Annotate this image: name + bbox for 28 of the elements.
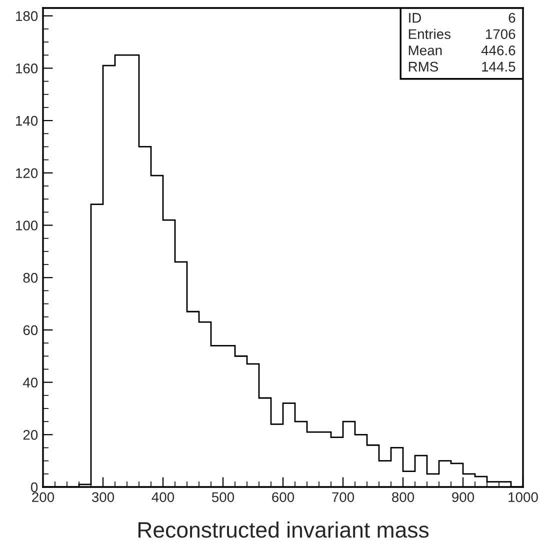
x-tick-label: 400 — [152, 492, 174, 502]
x-tick-label: 1000 — [508, 492, 538, 502]
x-tick-label: 800 — [392, 492, 414, 502]
x-axis-title: Reconstructed invariant mass — [138, 521, 429, 538]
x-tick-label: 300 — [92, 492, 114, 502]
annotation: RMS — [408, 62, 438, 72]
annotation: 144.5 — [482, 62, 516, 72]
y-tick-label: 100 — [16, 220, 38, 230]
y-tick-label: 40 — [23, 378, 38, 388]
annotation: Mean — [408, 46, 442, 56]
y-tick-label: 140 — [16, 116, 38, 126]
x-tick-label: 900 — [452, 492, 474, 502]
annotation: ID — [409, 13, 422, 23]
y-tick-label: 160 — [16, 64, 38, 74]
y-tick-label: 0 — [30, 482, 38, 492]
x-tick-label: 600 — [272, 492, 294, 502]
x-tick-label: 500 — [212, 492, 234, 502]
y-tick-label: 20 — [23, 430, 38, 440]
annotation: 446.6 — [481, 45, 516, 56]
annotation: 6 — [508, 12, 516, 23]
y-tick-label: 60 — [23, 325, 38, 336]
y-tick-label: 80 — [23, 272, 38, 283]
annotation: 1706 — [486, 29, 516, 40]
y-tick-label: 180 — [16, 11, 38, 22]
x-tick-label: 700 — [332, 492, 354, 502]
annotation: Entries — [408, 28, 451, 40]
x-tick-label: 200 — [32, 492, 54, 502]
y-tick-label: 120 — [16, 168, 38, 178]
